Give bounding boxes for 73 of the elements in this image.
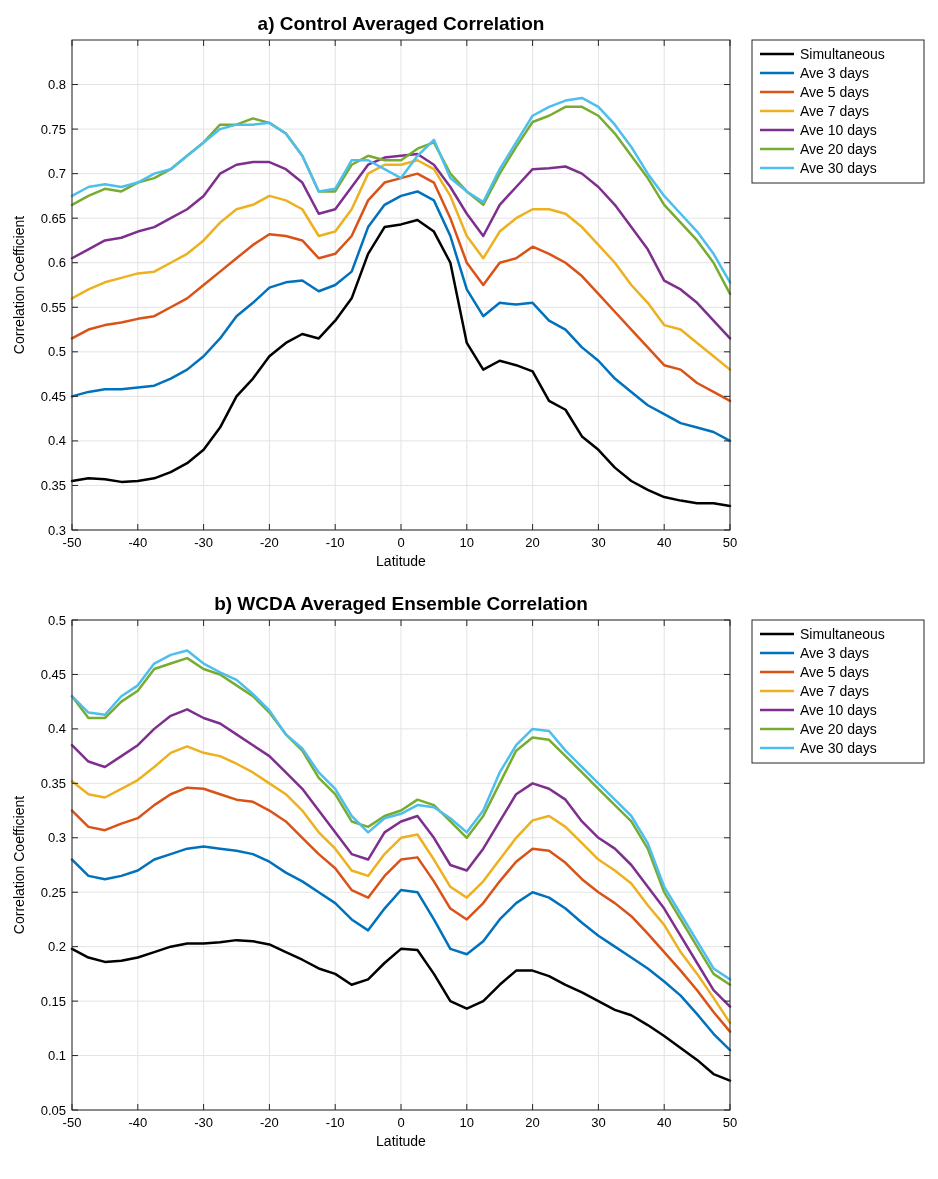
y-tick-label: 0.75	[40, 121, 66, 137]
x-tick-label: -30	[194, 535, 213, 550]
line-series	[70, 745, 732, 1025]
x-tick-label: -50	[62, 535, 82, 550]
y-tick-label: 0.4	[47, 433, 66, 449]
legend-label: Ave 5 days	[800, 663, 870, 680]
line-series	[70, 159, 732, 371]
line-series	[70, 152, 732, 340]
legend-label: Ave 3 days	[800, 64, 870, 81]
x-tick-label: -30	[194, 1115, 213, 1130]
legend-label: Ave 3 days	[800, 644, 870, 661]
legend-label: Ave 7 days	[800, 102, 870, 119]
line-series	[70, 708, 732, 1008]
y-tick-label: 0.45	[40, 388, 66, 404]
x-axis-title: Latitude	[376, 1133, 427, 1149]
y-tick-label: 0.25	[40, 884, 66, 900]
y-axis-title: Correlation Coefficient	[11, 795, 27, 935]
line-series	[70, 218, 732, 508]
x-tick-label: -20	[260, 1115, 279, 1130]
line-series	[70, 845, 732, 1052]
x-tick-label: 20	[525, 535, 540, 550]
y-tick-label: 0.4	[47, 721, 66, 737]
line-series	[70, 938, 732, 1082]
y-tick-label: 0.5	[47, 612, 66, 628]
legend-label: Ave 7 days	[800, 682, 870, 699]
y-tick-label: 0.1	[47, 1048, 66, 1064]
y-tick-label: 0.15	[40, 993, 66, 1009]
legend-label: Ave 5 days	[800, 83, 870, 100]
legend-label: Simultaneous	[800, 625, 885, 642]
x-tick-label: 10	[459, 535, 475, 550]
x-tick-label: -10	[325, 535, 345, 550]
x-tick-label: 30	[591, 535, 606, 550]
y-axis-title: Correlation Coefficient	[11, 215, 27, 355]
legend-label: Simultaneous	[800, 45, 885, 62]
y-tick-label: 0.7	[47, 166, 66, 182]
x-tick-label: 0	[397, 1115, 405, 1130]
x-tick-label: -50	[62, 1115, 82, 1130]
chart-title: b) WCDA Averaged Ensemble Correlation	[214, 593, 588, 614]
y-tick-label: 0.45	[40, 666, 66, 682]
y-tick-label: 0.3	[47, 830, 66, 846]
legend-label: Ave 10 days	[800, 701, 877, 718]
y-tick-label: 0.65	[40, 210, 66, 226]
x-tick-label: 10	[459, 1115, 475, 1130]
legend-label: Ave 20 days	[800, 720, 877, 737]
line-series	[70, 786, 732, 1033]
x-tick-label: 20	[525, 1115, 540, 1130]
y-tick-label: 0.5	[47, 344, 66, 360]
legend-label: Ave 10 days	[800, 121, 877, 138]
legend-label: Ave 30 days	[800, 159, 877, 176]
y-tick-label: 0.2	[47, 939, 66, 955]
x-tick-label: -10	[325, 1115, 345, 1130]
y-tick-label: 0.35	[40, 478, 66, 493]
legend-label: Ave 30 days	[800, 739, 877, 756]
legend-label: Ave 20 days	[800, 140, 877, 157]
x-axis-title: Latitude	[376, 553, 427, 569]
x-tick-label: 30	[591, 1115, 606, 1130]
y-tick-label: 0.6	[47, 255, 66, 271]
x-tick-label: 50	[722, 1115, 738, 1130]
x-tick-label: -40	[128, 535, 148, 550]
x-tick-label: -40	[128, 1115, 148, 1130]
x-tick-label: 50	[722, 535, 738, 550]
x-tick-label: 40	[656, 1115, 672, 1130]
x-tick-label: -20	[260, 535, 279, 550]
y-tick-label: 0.05	[40, 1102, 66, 1118]
y-tick-label: 0.35	[40, 775, 66, 791]
x-tick-label: 0	[397, 535, 405, 550]
y-tick-label: 0.55	[40, 299, 66, 315]
x-tick-label: 40	[656, 535, 672, 550]
y-tick-label: 0.3	[47, 522, 66, 538]
chart-title: a) Control Averaged Correlation	[257, 13, 545, 34]
line-series	[70, 190, 732, 443]
y-tick-label: 0.8	[47, 77, 66, 93]
line-series	[70, 172, 732, 403]
